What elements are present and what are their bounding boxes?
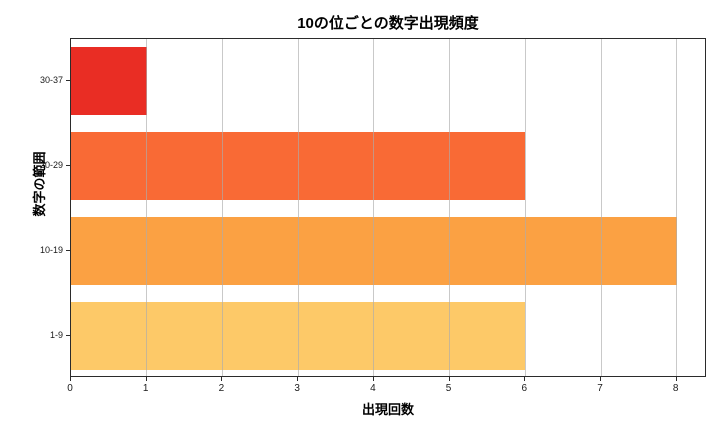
x-tick-label-7: 7	[597, 383, 603, 394]
y-tick-label-20-29: 20-29	[39, 160, 63, 171]
y-tick-mark	[66, 80, 70, 82]
y-tick-label-30-37: 30-37	[39, 75, 63, 86]
y-axis-label: 数字の範囲	[32, 151, 48, 217]
y-tick-mark	[66, 249, 70, 251]
gridline-x-5	[449, 39, 451, 376]
x-tick-mark	[221, 377, 223, 381]
x-tick-mark	[675, 377, 677, 381]
chart-title: 10の位ごとの数字出現頻度	[297, 15, 479, 32]
x-tick-label-4: 4	[370, 383, 376, 394]
x-tick-label-5: 5	[445, 383, 452, 394]
x-tick-mark	[524, 377, 526, 381]
bar-30-37	[71, 47, 147, 116]
plot-area	[70, 38, 706, 377]
gridline-x-2	[221, 39, 223, 376]
y-tick-mark	[66, 165, 70, 167]
gridline-x-7	[600, 39, 602, 376]
gridline-x-4	[373, 39, 375, 376]
y-tick-mark	[66, 334, 70, 336]
x-tick-mark	[70, 377, 71, 381]
gridline-x-6	[524, 39, 526, 376]
x-tick-mark	[145, 377, 147, 381]
gridline-x-3	[297, 39, 299, 376]
y-tick-label-1-9: 1-9	[49, 329, 63, 340]
x-tick-mark	[448, 377, 450, 381]
x-tick-label-8: 8	[672, 383, 679, 394]
x-tick-label-3: 3	[294, 383, 300, 394]
x-axis-label: 出現回数	[361, 402, 414, 417]
x-tick-label-6: 6	[521, 383, 528, 394]
y-tick-label-10-19: 10-19	[39, 244, 63, 255]
x-tick-mark	[600, 377, 601, 381]
x-tick-label-0: 0	[67, 383, 73, 394]
x-tick-mark	[372, 377, 374, 381]
gridline-x-8	[676, 39, 678, 376]
gridline-x-1	[146, 39, 148, 376]
x-tick-label-1: 1	[142, 383, 149, 394]
x-tick-label-2: 2	[218, 383, 225, 394]
x-tick-mark	[297, 377, 299, 381]
